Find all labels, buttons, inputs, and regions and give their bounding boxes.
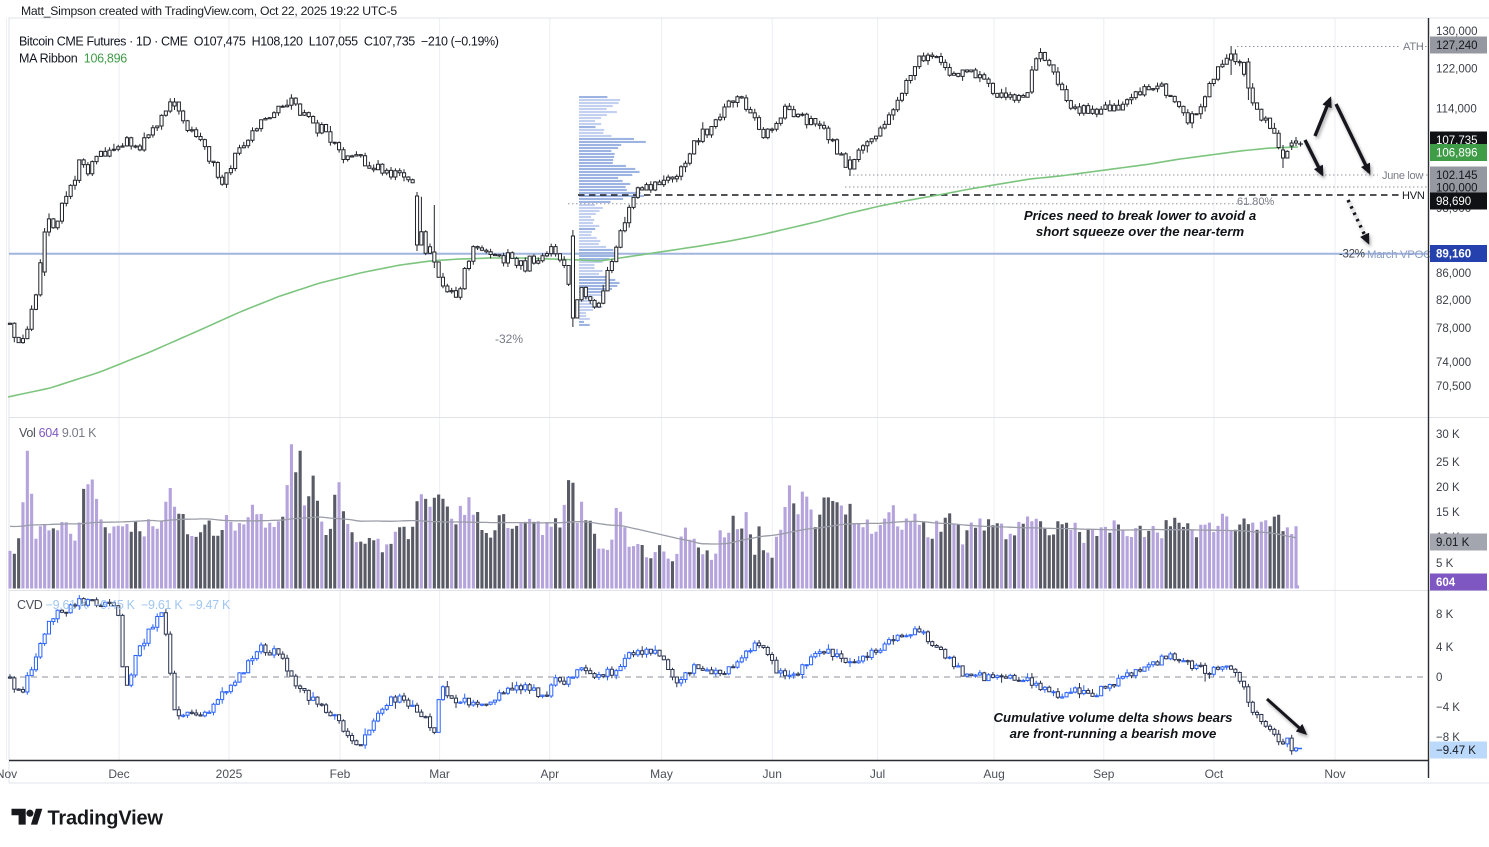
svg-text:127,240: 127,240 (1436, 40, 1478, 52)
svg-text:MA Ribbon 106,896: MA Ribbon 106,896 (19, 52, 127, 66)
svg-text:Jun: Jun (763, 767, 782, 781)
svg-text:HVN: HVN (1402, 190, 1425, 202)
svg-text:106,896: 106,896 (1436, 148, 1478, 160)
svg-text:604: 604 (1436, 577, 1456, 589)
svg-text:78,000: 78,000 (1436, 323, 1471, 335)
svg-text:89,160: 89,160 (1436, 249, 1471, 261)
svg-text:ATH: ATH (1403, 41, 1424, 53)
svg-text:8 K: 8 K (1436, 609, 1454, 621)
svg-text:Cumulative volume delta shows: Cumulative volume delta shows bears (994, 710, 1233, 725)
svg-text:CVD −9.61 K −9.45 K −9.61 K: CVD −9.61 K −9.45 K −9.61 K −9.47 K (17, 598, 231, 612)
svg-text:9.01 K: 9.01 K (1436, 537, 1470, 549)
svg-text:5 K: 5 K (1436, 558, 1454, 570)
svg-text:-32%: -32% (1339, 249, 1365, 261)
svg-text:70,500: 70,500 (1436, 381, 1471, 393)
svg-text:-32%: -32% (495, 332, 523, 346)
svg-text:Dec: Dec (108, 767, 129, 781)
svg-text:100,000: 100,000 (1436, 183, 1478, 195)
svg-text:Mar: Mar (429, 767, 450, 781)
svg-text:20 K: 20 K (1436, 482, 1460, 494)
svg-text:are front-running a bearish mo: are front-running a bearish move (1010, 726, 1217, 741)
svg-text:2025: 2025 (216, 767, 243, 781)
svg-text:short squeeze over the near-te: short squeeze over the near-term (1036, 224, 1244, 239)
svg-text:June low: June low (1382, 170, 1423, 182)
svg-text:May: May (650, 767, 673, 781)
svg-text:61.80%: 61.80% (1237, 196, 1275, 208)
svg-text:March VPOC: March VPOC (1367, 249, 1431, 261)
svg-text:Apr: Apr (540, 767, 559, 781)
svg-text:Nov: Nov (0, 767, 17, 781)
svg-text:30 K: 30 K (1436, 429, 1460, 441)
svg-text:25 K: 25 K (1436, 457, 1460, 469)
svg-text:Jul: Jul (870, 767, 885, 781)
svg-text:Bitcoin CME Futures · 1D · CME: Bitcoin CME Futures · 1D · CME O107,475 … (19, 35, 499, 49)
svg-text:86,000: 86,000 (1436, 268, 1471, 280)
svg-text:82,000: 82,000 (1436, 295, 1471, 307)
svg-text:98,690: 98,690 (1436, 196, 1471, 208)
svg-text:Sep: Sep (1093, 767, 1115, 781)
svg-text:Matt_Simpson created with Trad: Matt_Simpson created with TradingView.co… (21, 4, 397, 18)
svg-text:Aug: Aug (983, 767, 1004, 781)
svg-text:Oct: Oct (1205, 767, 1224, 781)
svg-text:122,000: 122,000 (1436, 64, 1478, 76)
svg-text:−9.47 K: −9.47 K (1436, 745, 1476, 757)
svg-text:Nov: Nov (1324, 767, 1345, 781)
svg-text:Prices need to break lower to: Prices need to break lower to avoid a (1024, 208, 1256, 223)
svg-text:130,000: 130,000 (1436, 26, 1478, 38)
svg-text:15 K: 15 K (1436, 507, 1460, 519)
svg-text:Vol 604 9.01 K: Vol 604 9.01 K (19, 426, 97, 440)
svg-text:114,000: 114,000 (1436, 104, 1477, 116)
svg-text:−8 K: −8 K (1436, 732, 1460, 744)
svg-text:0: 0 (1436, 672, 1442, 684)
svg-text:TradingView: TradingView (48, 808, 164, 830)
svg-text:Feb: Feb (330, 767, 351, 781)
svg-text:−4 K: −4 K (1436, 702, 1460, 714)
svg-text:4 K: 4 K (1436, 642, 1454, 654)
svg-text:74,000: 74,000 (1436, 357, 1471, 369)
